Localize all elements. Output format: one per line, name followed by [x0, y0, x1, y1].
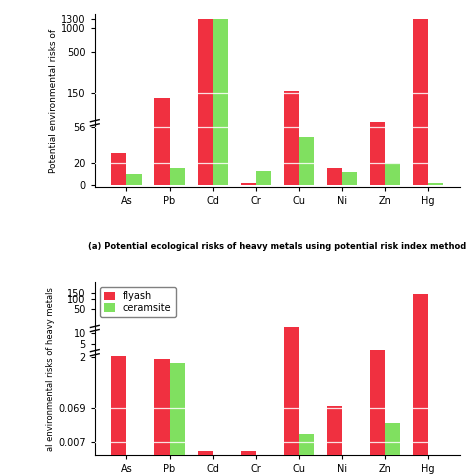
Legend: flyash, ceramsite: flyash, ceramsite [100, 287, 175, 317]
Bar [385, 423, 400, 474]
Bar [428, 182, 443, 185]
Bar [370, 350, 385, 474]
Bar [111, 356, 127, 474]
Y-axis label: al environmental risks of heavy metals: al environmental risks of heavy metals [46, 287, 55, 451]
Bar [370, 122, 385, 185]
Y-axis label: Potential environmental risks of: Potential environmental risks of [49, 28, 58, 173]
Bar [299, 137, 314, 185]
Bar [284, 327, 299, 474]
Bar [413, 19, 428, 185]
Bar [213, 455, 228, 474]
Bar [241, 182, 256, 185]
Bar [342, 455, 357, 474]
Bar [213, 19, 228, 185]
Bar [385, 163, 400, 185]
Bar [327, 406, 342, 474]
Bar [111, 153, 127, 185]
Bar [284, 91, 299, 185]
Bar [299, 434, 314, 474]
Bar [170, 168, 185, 185]
Bar [413, 293, 428, 474]
Bar [170, 363, 185, 474]
Bar [327, 168, 342, 185]
Bar [256, 455, 271, 474]
Bar [241, 451, 256, 474]
Bar [155, 359, 170, 474]
Bar [198, 19, 213, 185]
Bar [256, 171, 271, 185]
Bar [428, 455, 443, 474]
Text: (a) Potential ecological risks of heavy metals using potential risk index method: (a) Potential ecological risks of heavy … [88, 242, 466, 251]
Bar [342, 172, 357, 185]
Bar [127, 174, 142, 185]
Bar [155, 99, 170, 185]
Bar [198, 451, 213, 474]
Bar [127, 455, 142, 474]
